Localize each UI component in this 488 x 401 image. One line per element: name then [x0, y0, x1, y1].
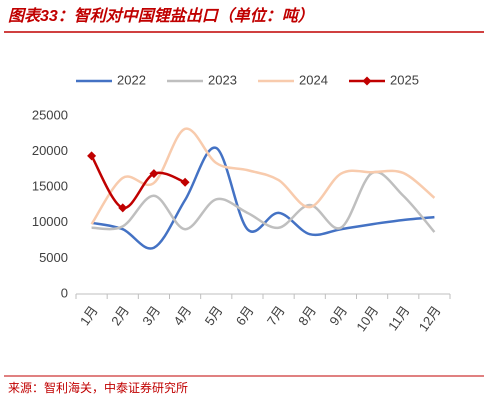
legend-label: 2025	[390, 72, 419, 87]
y-tick-label: 10000	[32, 214, 68, 229]
series-line	[90, 155, 186, 210]
x-tick-label: 10月	[353, 303, 381, 334]
series-line	[90, 127, 436, 225]
x-tick-label: 1月	[77, 303, 101, 328]
x-tick-label: 11月	[385, 303, 412, 333]
point-marker	[180, 177, 190, 187]
legend-label: 2022	[117, 72, 146, 87]
x-tick-label: 12月	[416, 303, 444, 334]
y-tick-label: 0	[61, 285, 68, 300]
y-tick-label: 25000	[32, 107, 68, 122]
y-tick-label: 15000	[32, 179, 68, 194]
x-tick-label: 7月	[264, 303, 288, 328]
series-line	[91, 146, 435, 250]
x-tick-label: 2月	[108, 303, 132, 328]
x-tick-label: 8月	[295, 303, 319, 328]
point-marker	[149, 169, 159, 179]
legend-label: 2024	[299, 72, 328, 87]
x-tick-label: 9月	[326, 303, 350, 328]
legend-marker	[362, 76, 372, 86]
y-tick-label: 5000	[39, 250, 68, 265]
point-marker	[87, 151, 97, 161]
chart-title: 图表33：智利对中国锂盐出口（单位：吨）	[8, 6, 314, 25]
point-marker	[118, 203, 128, 213]
y-tick-label: 20000	[32, 143, 68, 158]
x-tick-label: 4月	[170, 303, 194, 328]
x-tick-label: 3月	[139, 303, 163, 328]
source: 来源：智利海关，中泰证券研究所	[8, 380, 188, 395]
x-tick-label: 5月	[202, 303, 226, 328]
legend-label: 2023	[208, 72, 237, 87]
x-tick-label: 6月	[233, 303, 257, 328]
